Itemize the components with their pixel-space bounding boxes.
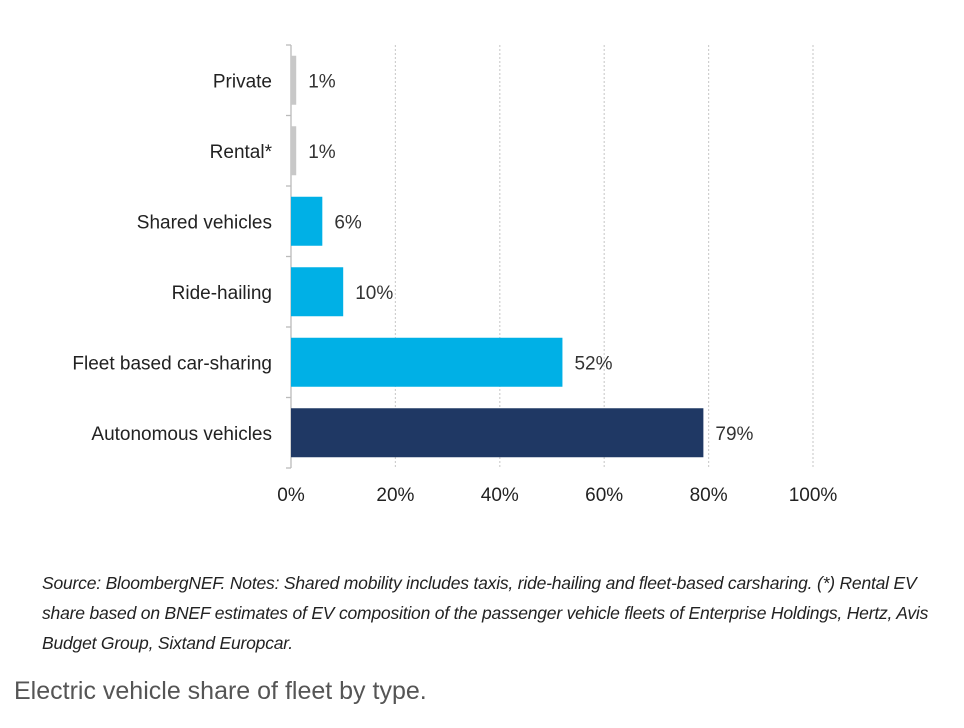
category-label: Ride-hailing [172, 283, 272, 304]
data-label: 1% [308, 142, 336, 163]
figure-caption: Electric vehicle share of fleet by type. [14, 677, 427, 705]
x-tick-label: 0% [277, 485, 305, 506]
bar [291, 126, 297, 176]
x-tick-label: 80% [690, 485, 728, 506]
data-label: 6% [334, 212, 362, 233]
x-tick-label: 60% [585, 485, 623, 506]
data-label: 79% [715, 424, 753, 445]
x-tick-label: 20% [376, 485, 414, 506]
x-tick-label: 40% [481, 485, 519, 506]
category-label: Autonomous vehicles [91, 424, 272, 445]
bar [291, 337, 563, 387]
category-label: Private [213, 71, 272, 92]
bar [291, 55, 297, 105]
category-label: Rental* [210, 142, 273, 163]
category-label: Shared vehicles [137, 212, 272, 233]
x-tick-label: 100% [789, 485, 838, 506]
data-label: 1% [308, 71, 336, 92]
bar [291, 408, 704, 458]
category-label: Fleet based car-sharing [72, 353, 272, 374]
source-note: Source: BloombergNEF. Notes: Shared mobi… [42, 573, 929, 653]
data-label: 52% [574, 353, 612, 374]
bar [291, 196, 323, 246]
data-label: 10% [355, 283, 393, 304]
bar-chart: 0% 20% 40% 60% 80% 100% Private 1% Rental* 1% Shar… [72, 44, 838, 506]
bar [291, 267, 344, 317]
